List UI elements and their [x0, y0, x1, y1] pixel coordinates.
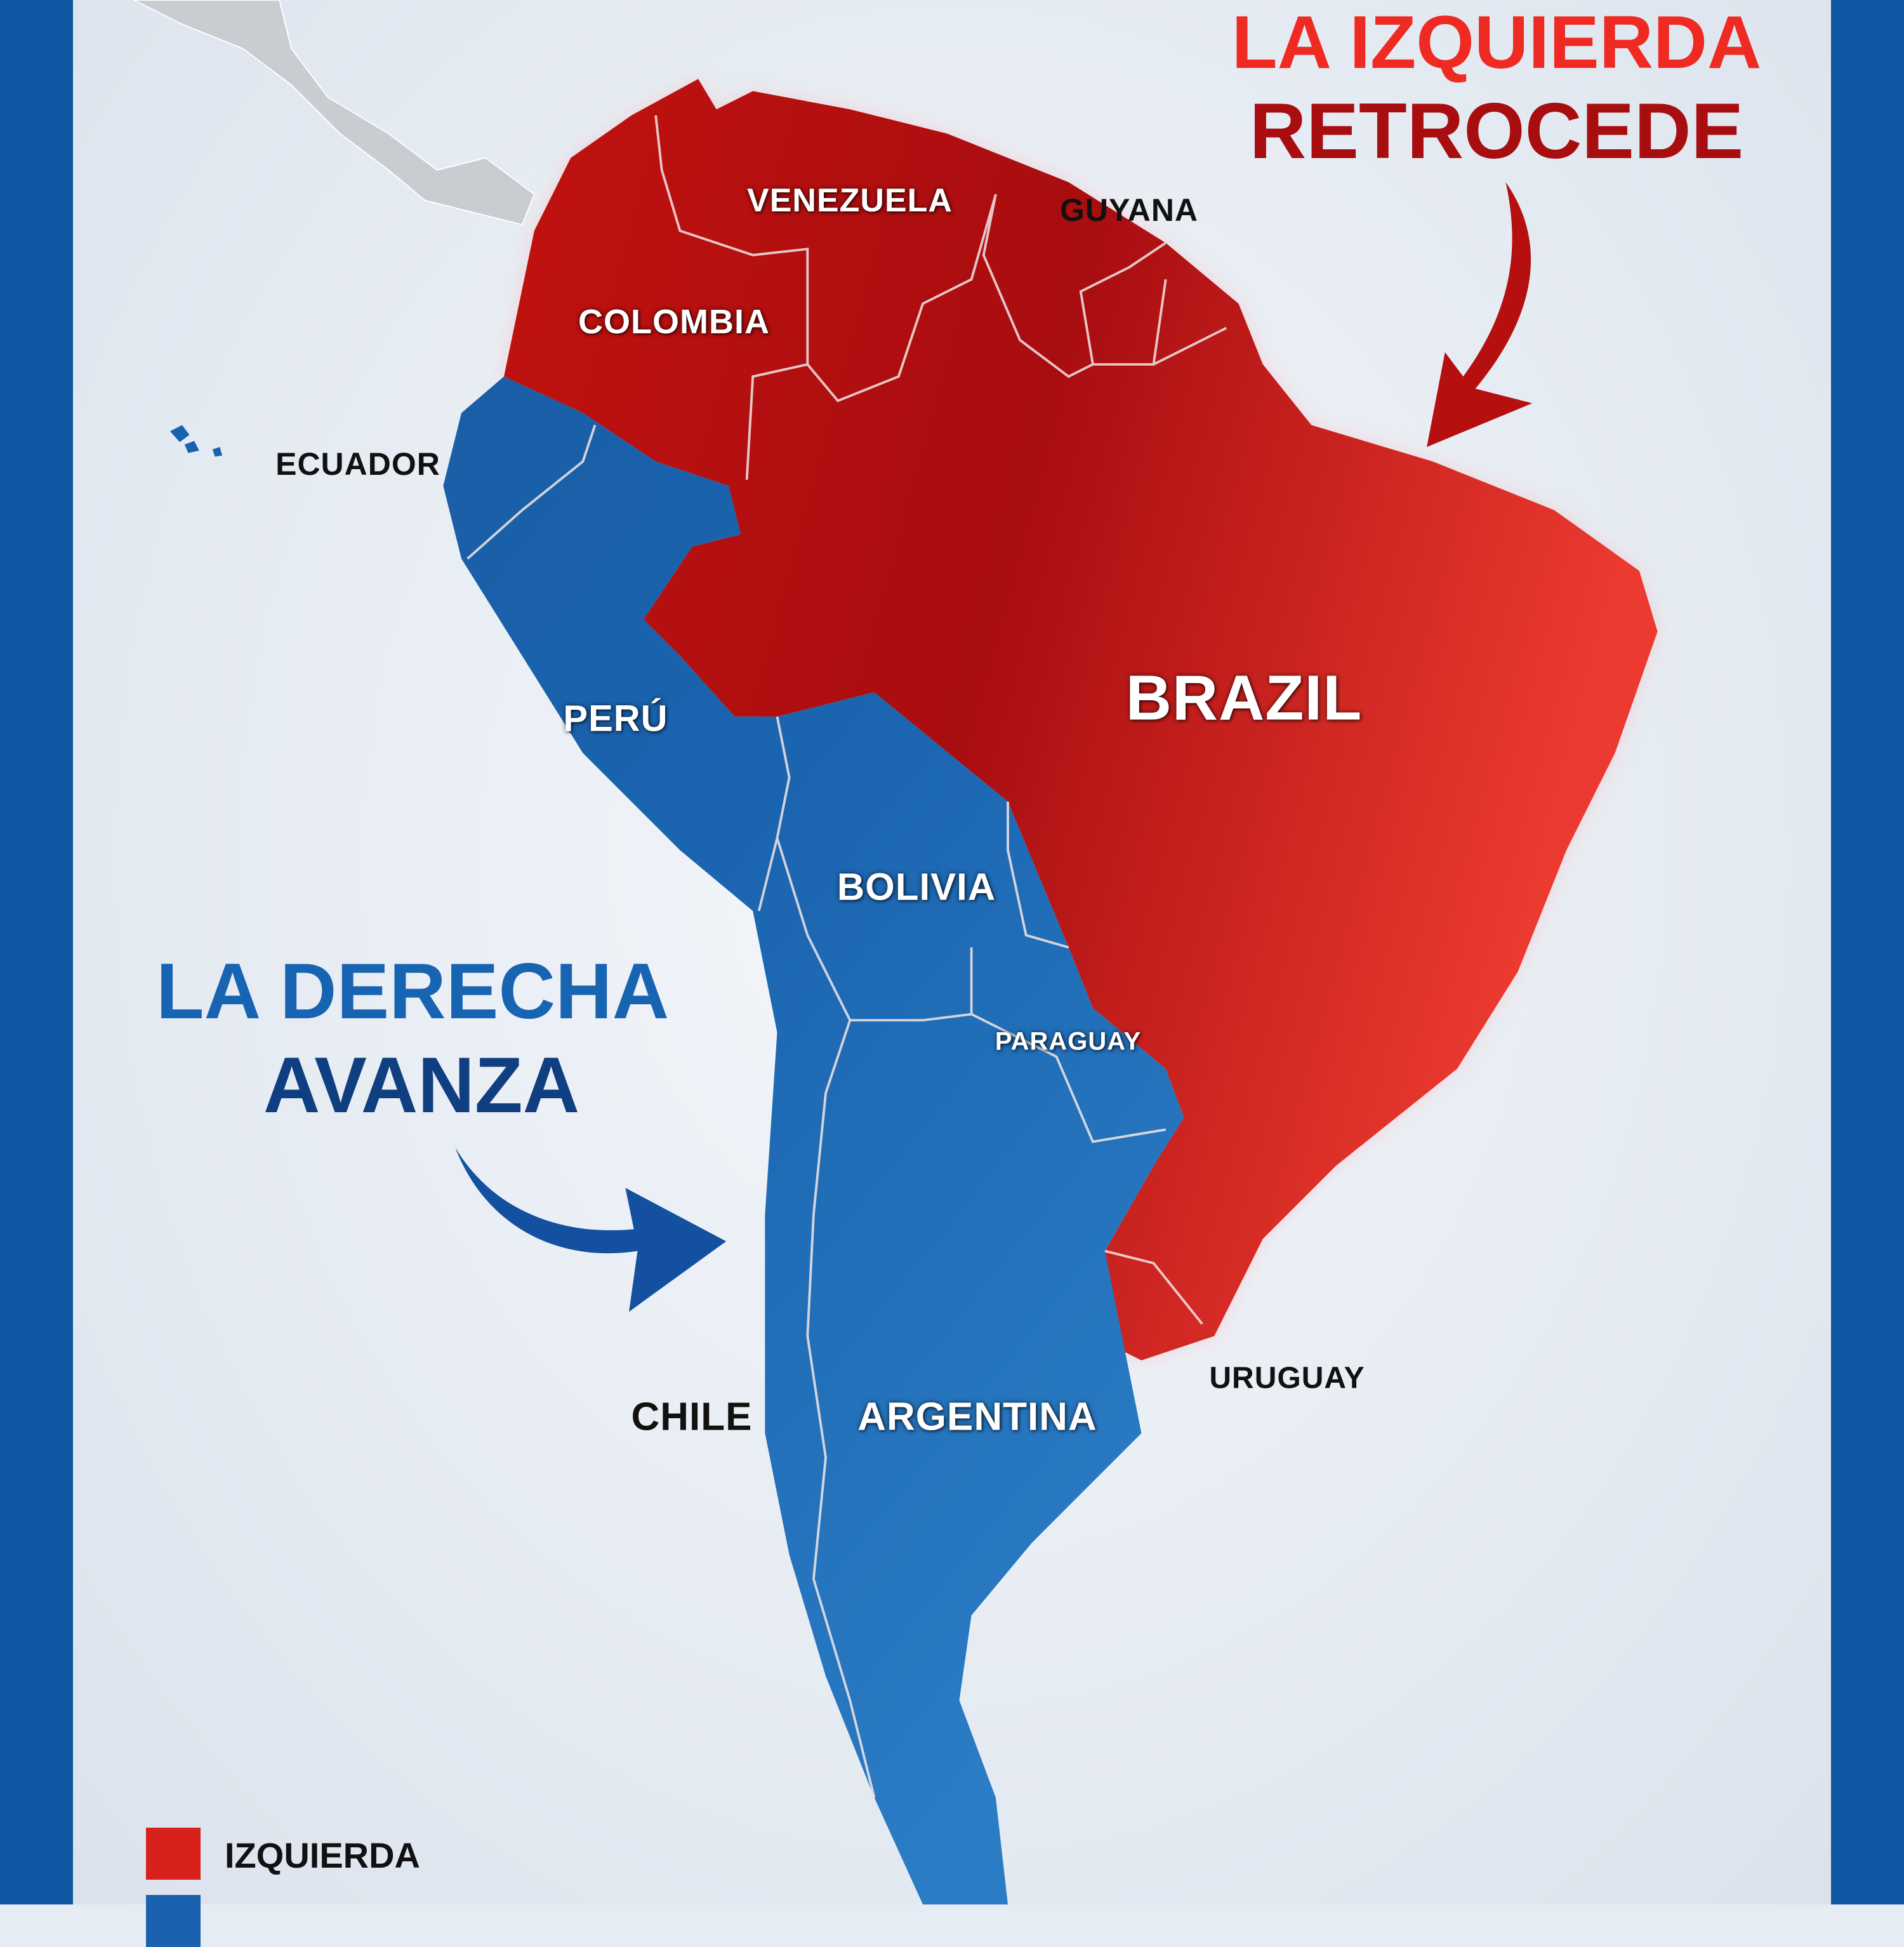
label-paraguay: PARAGUAY [995, 1027, 1142, 1056]
legend-swatch-right [146, 1895, 201, 1947]
left-frame-border [0, 0, 73, 1904]
label-colombia: COLOMBIA [578, 303, 770, 341]
galapagos-islands [169, 425, 223, 457]
label-peru: PERÚ [563, 698, 668, 740]
right-arrow-icon [455, 1148, 727, 1312]
right-frame-border [1831, 0, 1904, 1904]
label-chile: CHILE [631, 1395, 753, 1439]
label-uruguay: URUGUAY [1209, 1361, 1365, 1395]
left-governed-region [504, 79, 1658, 1360]
legend-label-left: IZQUIERDA [225, 1835, 420, 1875]
headline-left-line1: LA IZQUIERDA [1231, 1, 1762, 84]
south-america-map [133, 0, 1658, 1904]
label-venezuela: VENEZUELA [747, 182, 953, 219]
country-borders [466, 115, 1227, 1798]
label-brazil: BRAZIL [1125, 662, 1363, 734]
central-america [133, 0, 535, 226]
right-governed-region [443, 376, 1184, 1904]
label-ecuador: ECUADOR [275, 446, 440, 482]
label-bolivia: BOLIVIA [836, 865, 996, 908]
headline-left-line2: RETROCEDE [1249, 88, 1744, 175]
legend-swatch-left [146, 1828, 201, 1880]
headline-right-line2: AVANZA [263, 1042, 580, 1129]
left-arrow-icon [1427, 182, 1533, 448]
headline-right-line1: LA DERECHA [155, 948, 670, 1035]
label-guyana: GUYANA [1059, 192, 1199, 228]
label-argentina: ARGENTINA [857, 1395, 1097, 1439]
